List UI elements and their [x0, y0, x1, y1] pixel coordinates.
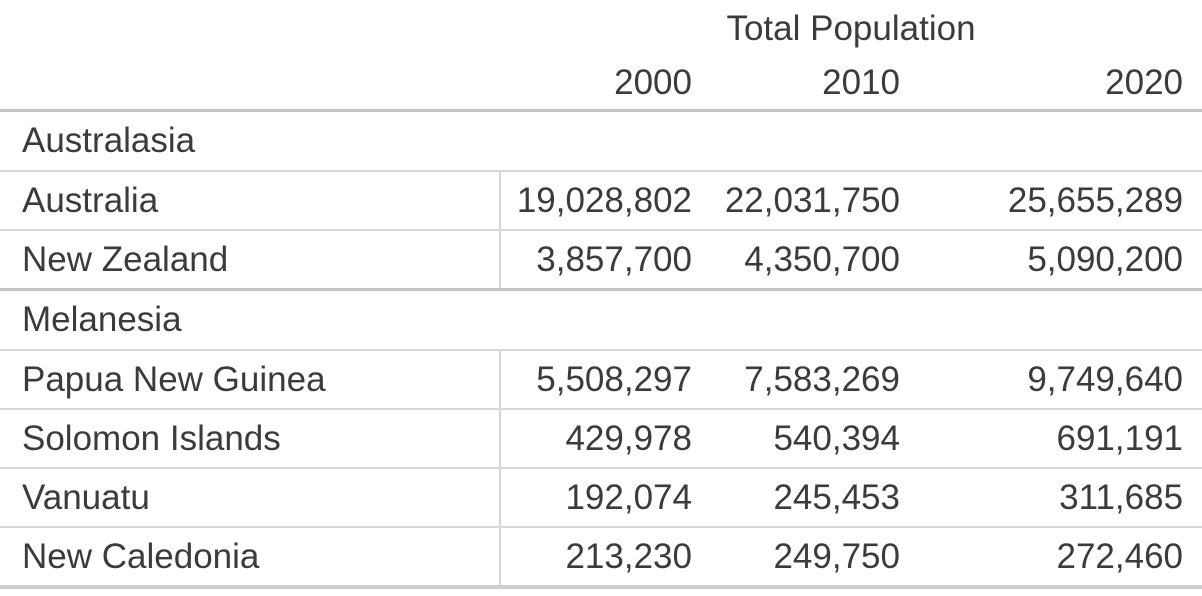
group-row-australasia: Australasia — [0, 110, 1202, 172]
column-header-2000: 2000 — [500, 57, 692, 112]
cell-value: 22,031,750 — [692, 171, 900, 231]
cell-value: 249,750 — [692, 527, 900, 589]
group-label: Melanesia — [0, 289, 1202, 351]
spanner-label: Total Population — [726, 8, 976, 48]
year-header-row: 2000 2010 2020 — [0, 57, 1202, 112]
spanner-stub-spacer — [0, 0, 500, 57]
row-label: New Caledonia — [0, 527, 500, 589]
cell-value: 429,978 — [499, 409, 692, 469]
row-label: New Zealand — [0, 230, 500, 291]
table-row-solomon-islands: Solomon Islands 429,978 540,394 691,191 — [0, 409, 1202, 469]
cell-value: 25,655,289 — [900, 171, 1202, 231]
cell-value: 691,191 — [900, 409, 1202, 469]
cell-value: 5,090,200 — [900, 230, 1202, 291]
table-row-new-caledonia: New Caledonia 213,230 249,750 272,460 — [0, 527, 1202, 589]
row-label: Papua New Guinea — [0, 350, 500, 410]
spanner-header-row: Total Population — [0, 0, 1202, 57]
cell-value: 540,394 — [692, 409, 900, 469]
row-label: Vanuatu — [0, 468, 500, 528]
column-header-2010: 2010 — [692, 57, 900, 112]
cell-value: 272,460 — [900, 527, 1202, 589]
cell-value: 213,230 — [499, 527, 692, 589]
cell-value: 5,508,297 — [499, 350, 692, 410]
cell-value: 19,028,802 — [499, 171, 692, 231]
table-row-papua-new-guinea: Papua New Guinea 5,508,297 7,583,269 9,7… — [0, 350, 1202, 410]
table-row-vanuatu: Vanuatu 192,074 245,453 311,685 — [0, 468, 1202, 528]
cell-value: 3,857,700 — [499, 230, 692, 291]
row-label: Australia — [0, 171, 500, 231]
cell-value: 192,074 — [499, 468, 692, 528]
cell-value: 7,583,269 — [692, 350, 900, 410]
table-row-australia: Australia 19,028,802 22,031,750 25,655,2… — [0, 171, 1202, 231]
group-label: Australasia — [0, 110, 1202, 172]
cell-value: 311,685 — [900, 468, 1202, 528]
cell-value: 9,749,640 — [900, 350, 1202, 410]
cell-value: 4,350,700 — [692, 230, 900, 291]
column-header-2020: 2020 — [900, 57, 1202, 112]
table-row-new-zealand: New Zealand 3,857,700 4,350,700 5,090,20… — [0, 230, 1202, 291]
year-stub-spacer — [0, 57, 500, 112]
row-label: Solomon Islands — [0, 409, 500, 469]
group-row-melanesia: Melanesia — [0, 289, 1202, 351]
cell-value: 245,453 — [692, 468, 900, 528]
